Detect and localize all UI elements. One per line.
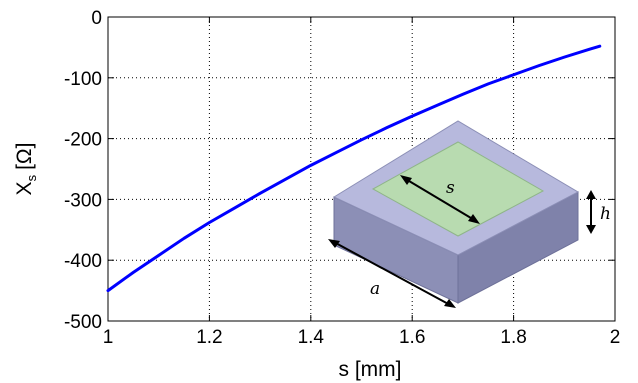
x-tick-label: 1.2 — [196, 327, 222, 348]
y-tick-label: -500 — [64, 312, 102, 333]
x-tick-label: 1.8 — [500, 327, 526, 348]
x-tick-label: 2 — [610, 327, 621, 348]
patch-top — [371, 141, 545, 237]
y-axis-label-unit: [Ω] — [13, 143, 36, 170]
y-axis-label-sub: s — [24, 174, 39, 181]
y-tick-label: -200 — [64, 130, 102, 151]
svg-text:Xs[Ω]: Xs [Ω] — [13, 143, 39, 196]
dimension-s-arrowhead-end — [468, 214, 480, 224]
x-tick-label: 1.4 — [298, 327, 325, 348]
dimension-a-arrowhead-start — [328, 239, 340, 248]
y-axis-label: Xs [Ω] — [13, 143, 39, 196]
dimension-s-arrowhead-start — [400, 175, 412, 185]
y-tick-label: -100 — [64, 69, 102, 90]
dimension-h-arrowhead-top — [586, 190, 596, 199]
series-line — [106, 44, 602, 293]
inset-diagram: s h a — [328, 120, 611, 308]
y-tick-label: 0 — [91, 8, 102, 29]
inset-label-a: a — [370, 279, 380, 299]
y-axis-label-main: X — [13, 181, 36, 195]
inset-label-s: s — [446, 178, 455, 198]
dimension-a-arrow — [331, 240, 453, 307]
plot-frame — [107, 16, 616, 322]
dimension-h-arrowhead-bottom — [586, 225, 596, 234]
dimension-a-arrowhead-end — [444, 299, 456, 308]
y-tick-label: -300 — [64, 190, 102, 211]
dimension-s-arrow — [403, 177, 477, 222]
inset-label-h: h — [600, 204, 611, 224]
x-axis-label: s [mm] — [339, 358, 402, 381]
x-tick-label: 1.6 — [399, 327, 425, 348]
series-layer — [106, 44, 602, 293]
x-tick-label: 1 — [103, 327, 114, 348]
y-tick-label: -400 — [64, 251, 102, 272]
